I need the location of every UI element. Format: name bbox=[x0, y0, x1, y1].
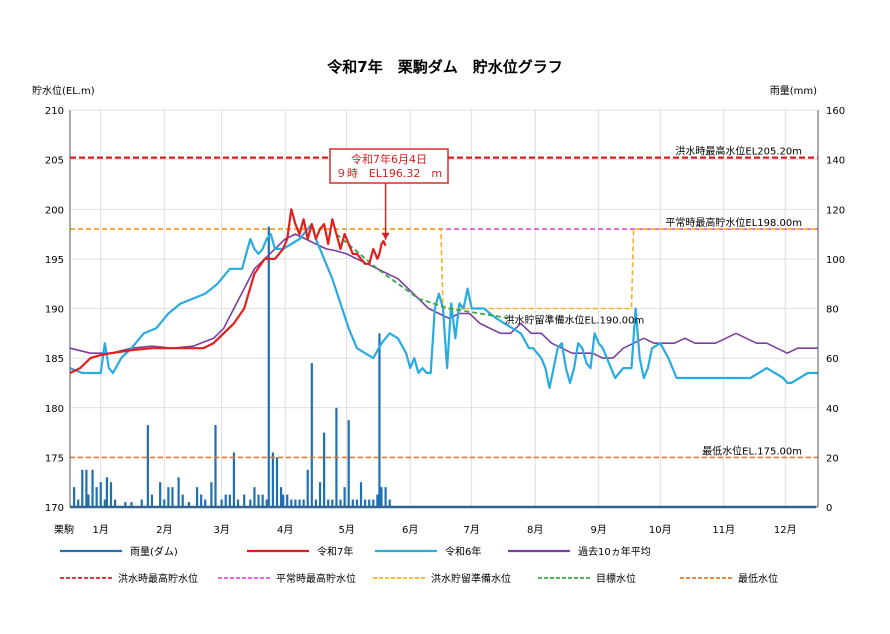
legend-label-flood_reserve: 洪水貯留準備水位 bbox=[431, 572, 511, 585]
left-tick-label: 210 bbox=[45, 106, 64, 117]
month-tick-label: 2月 bbox=[156, 524, 172, 536]
right-tick-label: 0 bbox=[826, 503, 832, 514]
month-tick-label: 6月 bbox=[402, 524, 418, 536]
series-line-avg10 bbox=[69, 233, 818, 359]
ref-label-flood_reserve: 洪水貯留準備水位EL.190.00m bbox=[504, 314, 644, 327]
legend-label-normal_max: 平常時最高貯水位 bbox=[276, 572, 356, 585]
left-axis-label: 貯水位(EL.m) bbox=[32, 84, 95, 97]
month-tick-label: 4月 bbox=[277, 524, 293, 536]
right-tick-label: 40 bbox=[826, 404, 839, 415]
left-tick-label: 200 bbox=[45, 205, 64, 216]
series-line-r6 bbox=[69, 223, 818, 389]
left-tick-label: 170 bbox=[45, 503, 64, 514]
month-tick-label: 10月 bbox=[649, 524, 672, 536]
month-tick-label: 11月 bbox=[712, 524, 735, 536]
chart-title: 令和7年 栗駒ダム 貯水位グラフ bbox=[327, 58, 562, 76]
month-tick-label: 9月 bbox=[591, 524, 607, 536]
month-tick-label: 5月 bbox=[338, 524, 354, 536]
right-axis-label: 雨量(mm) bbox=[770, 85, 817, 97]
series-line-flood_reserve bbox=[70, 228, 818, 310]
right-tick-label: 140 bbox=[826, 156, 845, 167]
legend-label-min: 最低水位 bbox=[738, 572, 778, 585]
right-tick-label: 120 bbox=[826, 205, 845, 216]
left-tick-label: 175 bbox=[45, 453, 64, 464]
month-tick-label: 8月 bbox=[527, 524, 543, 536]
month-tick-label: 3月 bbox=[213, 524, 229, 536]
ref-label-flood_max: 洪水時最高水位EL205.20m bbox=[675, 145, 802, 158]
right-tick-label: 80 bbox=[826, 305, 839, 316]
right-tick-label: 20 bbox=[826, 453, 839, 464]
annotation-line1: 令和7年6月4日 bbox=[351, 152, 427, 166]
ref-label-normal_max: 平常時最高貯水位EL198.00m bbox=[665, 216, 802, 229]
legend-label-r7: 令和7年 bbox=[317, 545, 353, 558]
annotation-box bbox=[329, 148, 449, 184]
left-tick-label: 185 bbox=[45, 354, 64, 365]
annotation-arrowhead bbox=[381, 232, 390, 240]
left-tick-label: 195 bbox=[45, 255, 64, 266]
legend-label-r6: 令和6年 bbox=[445, 545, 481, 558]
month-tick-label: 1月 bbox=[93, 524, 109, 536]
x-corner-label: 栗駒 bbox=[54, 524, 74, 536]
legend-label-avg10: 過去10ヵ年平均 bbox=[578, 545, 651, 558]
legend-label-rain: 雨量(ダム) bbox=[130, 545, 178, 558]
right-tick-label: 60 bbox=[826, 354, 839, 365]
legend-label-flood_max: 洪水時最高貯水位 bbox=[118, 572, 198, 585]
month-tick-label: 12月 bbox=[774, 524, 797, 536]
right-tick-label: 160 bbox=[826, 106, 845, 117]
annotation-line2: ９時 EL196.32 m bbox=[336, 167, 442, 180]
series-line-target bbox=[335, 233, 511, 320]
left-tick-label: 205 bbox=[45, 156, 64, 167]
legend-label-target: 目標水位 bbox=[596, 572, 636, 585]
month-tick-label: 7月 bbox=[463, 524, 479, 536]
left-tick-label: 180 bbox=[45, 404, 64, 415]
series-line-r7 bbox=[69, 208, 387, 374]
right-tick-label: 100 bbox=[826, 255, 845, 266]
left-tick-label: 190 bbox=[45, 305, 64, 316]
ref-label-min: 最低水位EL.175.00m bbox=[702, 444, 802, 457]
